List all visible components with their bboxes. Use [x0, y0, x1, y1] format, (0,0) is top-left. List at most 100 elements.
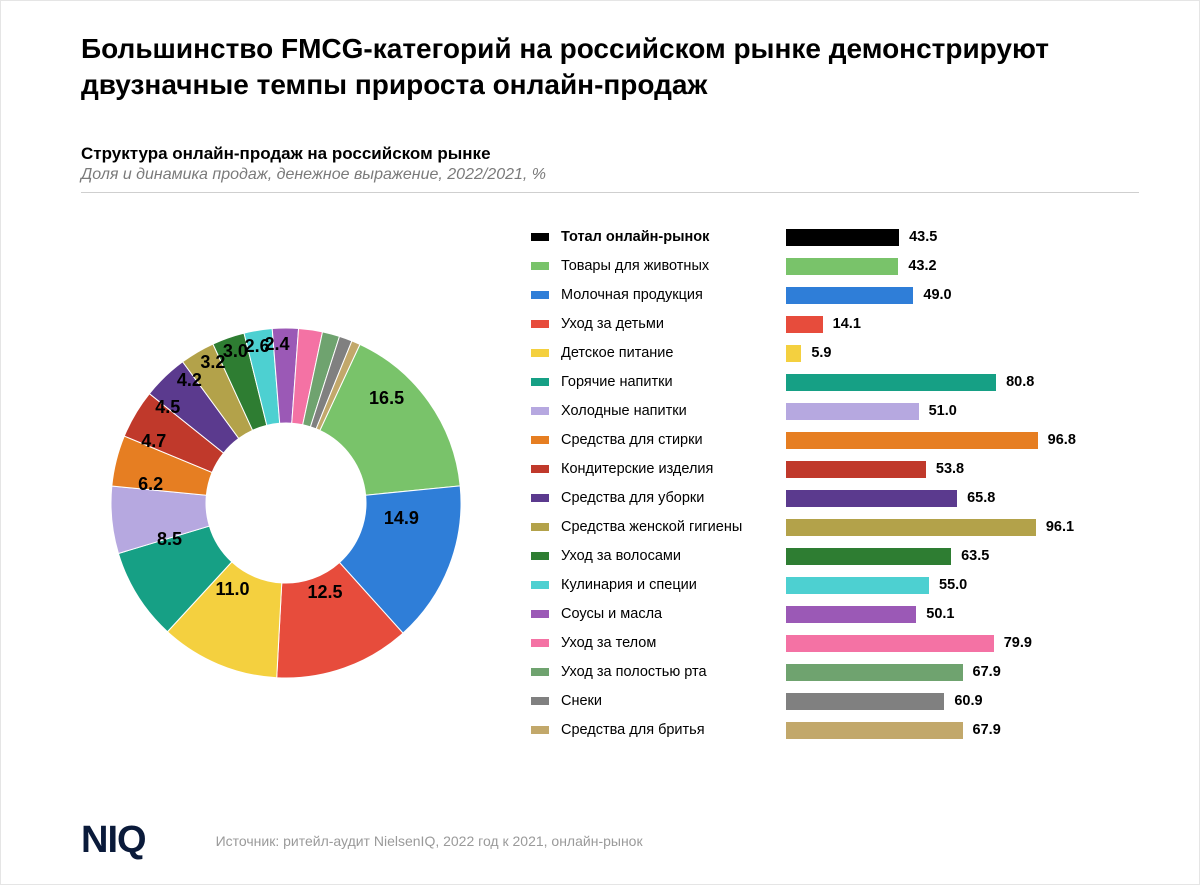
bar [786, 258, 898, 275]
legend-swatch [531, 407, 549, 415]
legend-swatch [531, 291, 549, 299]
bar-value: 53.8 [936, 461, 964, 477]
legend-swatch [531, 378, 549, 386]
legend-row: Уход за волосами [531, 542, 786, 571]
bar-value: 79.9 [1004, 635, 1032, 651]
legend-row: Средства для стирки [531, 426, 786, 455]
legend-swatch [531, 320, 549, 328]
bar [786, 519, 1036, 536]
legend-label: Средства женской гигиены [561, 519, 742, 535]
legend-swatch [531, 639, 549, 647]
donut-slice-label: 3.2 [200, 352, 225, 373]
bar [786, 345, 801, 362]
footer: NIQ Источник: ритейл-аудит NielsenIQ, 20… [81, 819, 643, 862]
bar-value: 60.9 [954, 693, 982, 709]
legend-label: Кулинария и специи [561, 577, 697, 593]
legend-label: Снеки [561, 693, 602, 709]
bar-row: 80.8 [786, 368, 1139, 397]
legend-swatch [531, 436, 549, 444]
subtitle: Структура онлайн-продаж на российском ры… [81, 144, 1139, 164]
donut-slice-label: 12.5 [307, 582, 342, 603]
bar-value: 63.5 [961, 548, 989, 564]
legend-swatch [531, 697, 549, 705]
bar-row: 43.2 [786, 252, 1139, 281]
bar [786, 490, 957, 507]
legend-label: Средства для бритья [561, 722, 705, 738]
legend-label: Кондитерские изделия [561, 461, 713, 477]
legend-label: Соусы и масла [561, 606, 662, 622]
donut-slice-label: 4.7 [141, 431, 166, 452]
donut-slice-label: 16.5 [369, 388, 404, 409]
logo: NIQ [81, 819, 146, 862]
legend-row: Снеки [531, 687, 786, 716]
donut-slice-label: 8.5 [157, 529, 182, 550]
bar [786, 548, 951, 565]
legend-row: Средства для уборки [531, 484, 786, 513]
legend-label: Молочная продукция [561, 287, 703, 303]
legend-row: Средства для бритья [531, 716, 786, 745]
bar [786, 287, 913, 304]
legend-row: Товары для животных [531, 252, 786, 281]
donut-chart: 16.514.912.511.08.56.24.74.54.23.23.02.6… [81, 223, 511, 783]
subtitle-block: Структура онлайн-продаж на российском ры… [81, 144, 1139, 184]
bar-value: 49.0 [923, 287, 951, 303]
legend-swatch [531, 233, 549, 241]
legend-row: Молочная продукция [531, 281, 786, 310]
bar-row: 49.0 [786, 281, 1139, 310]
bar-row: 65.8 [786, 484, 1139, 513]
bar-row: 50.1 [786, 600, 1139, 629]
legend-row: Соусы и масла [531, 600, 786, 629]
bar [786, 432, 1038, 449]
donut-slice-label: 11.0 [216, 579, 250, 600]
legend-label: Уход за детьми [561, 316, 664, 332]
legend-swatch [531, 726, 549, 734]
bar-value: 50.1 [926, 606, 954, 622]
legend-swatch [531, 494, 549, 502]
bar-value: 14.1 [833, 316, 861, 332]
legend-row: Уход за детьми [531, 310, 786, 339]
legend-row: Уход за телом [531, 629, 786, 658]
legend-label: Уход за полостью рта [561, 664, 707, 680]
bar-value: 67.9 [973, 722, 1001, 738]
legend-row: Уход за полостью рта [531, 658, 786, 687]
legend-swatch [531, 581, 549, 589]
legend-row: Средства женской гигиены [531, 513, 786, 542]
bar-row: 14.1 [786, 310, 1139, 339]
legend-label: Уход за волосами [561, 548, 681, 564]
bar-value: 43.5 [909, 229, 937, 245]
legend-column: Тотал онлайн-рынок Товары для животных Мол… [531, 223, 786, 783]
bar [786, 403, 919, 420]
legend-row: Детское питание [531, 339, 786, 368]
legend-row: Кулинария и специи [531, 571, 786, 600]
donut-slice-label: 4.5 [155, 397, 180, 418]
bar-row: 55.0 [786, 571, 1139, 600]
bar-value: 43.2 [908, 258, 936, 274]
donut-slice-label: 4.2 [177, 370, 202, 391]
legend-row: Тотал онлайн-рынок [531, 223, 786, 252]
legend-swatch [531, 262, 549, 270]
divider [81, 192, 1139, 193]
legend-row: Горячие напитки [531, 368, 786, 397]
legend-label: Тотал онлайн-рынок [561, 229, 709, 245]
legend-label: Детское питание [561, 345, 673, 361]
legend-label: Горячие напитки [561, 374, 673, 390]
bar-row: 5.9 [786, 339, 1139, 368]
bar-row: 43.5 [786, 223, 1139, 252]
content: 16.514.912.511.08.56.24.74.54.23.23.02.6… [81, 223, 1139, 783]
legend-swatch [531, 349, 549, 357]
legend-swatch [531, 668, 549, 676]
bar-value: 65.8 [967, 490, 995, 506]
bar-value: 51.0 [929, 403, 957, 419]
page: Большинство FMCG-категорий на российском… [0, 0, 1200, 885]
bar-row: 60.9 [786, 687, 1139, 716]
bar [786, 606, 916, 623]
bar [786, 577, 929, 594]
bar-row: 96.8 [786, 426, 1139, 455]
bar-value: 55.0 [939, 577, 967, 593]
bar-value: 96.1 [1046, 519, 1074, 535]
right-panel: Тотал онлайн-рынок Товары для животных Мол… [511, 223, 1139, 783]
donut-slice-label: 6.2 [138, 474, 163, 495]
bar [786, 374, 996, 391]
bar-row: 67.9 [786, 658, 1139, 687]
legend-swatch [531, 465, 549, 473]
